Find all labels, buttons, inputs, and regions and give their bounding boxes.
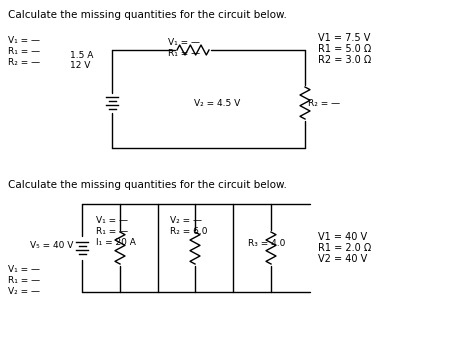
Text: R₁ = —: R₁ = — — [8, 276, 40, 285]
Text: V₂ = —: V₂ = — — [8, 287, 40, 296]
Text: V₂ = —: V₂ = — — [170, 216, 202, 225]
Text: R₂ = —: R₂ = — — [8, 58, 40, 67]
Text: 1.5 A: 1.5 A — [70, 51, 94, 60]
Text: R1 = 5.0 Ω: R1 = 5.0 Ω — [318, 44, 371, 54]
Text: V1 = 40 V: V1 = 40 V — [318, 232, 367, 242]
Text: V2 = 40 V: V2 = 40 V — [318, 254, 367, 264]
Text: V1 = 7.5 V: V1 = 7.5 V — [318, 33, 370, 43]
Text: Calculate the missing quantities for the circuit below.: Calculate the missing quantities for the… — [8, 180, 287, 190]
Text: R₁ = —: R₁ = — — [8, 47, 40, 56]
Text: V₁ = —: V₁ = — — [168, 38, 200, 47]
Text: V₁ = —: V₁ = — — [96, 216, 128, 225]
Text: R₁ = —: R₁ = — — [96, 227, 128, 236]
Text: V₂ = 4.5 V: V₂ = 4.5 V — [194, 98, 240, 107]
Text: Calculate the missing quantities for the circuit below.: Calculate the missing quantities for the… — [8, 10, 287, 20]
Text: 12 V: 12 V — [70, 61, 90, 70]
Text: R1 = 2.0 Ω: R1 = 2.0 Ω — [318, 243, 371, 253]
Text: V₅ = 40 V: V₅ = 40 V — [30, 241, 73, 249]
Text: R₃ = 4.0: R₃ = 4.0 — [248, 240, 285, 248]
Text: R₂ = 6.0: R₂ = 6.0 — [170, 227, 207, 236]
Text: R2 = 3.0 Ω: R2 = 3.0 Ω — [318, 55, 371, 65]
Text: R₂ = —: R₂ = — — [308, 98, 340, 107]
Text: I₁ = 20 A: I₁ = 20 A — [96, 238, 136, 247]
Text: V₁ = —: V₁ = — — [8, 265, 40, 274]
Text: R₁ = —: R₁ = — — [168, 49, 200, 58]
Text: V₁ = —: V₁ = — — [8, 36, 40, 45]
